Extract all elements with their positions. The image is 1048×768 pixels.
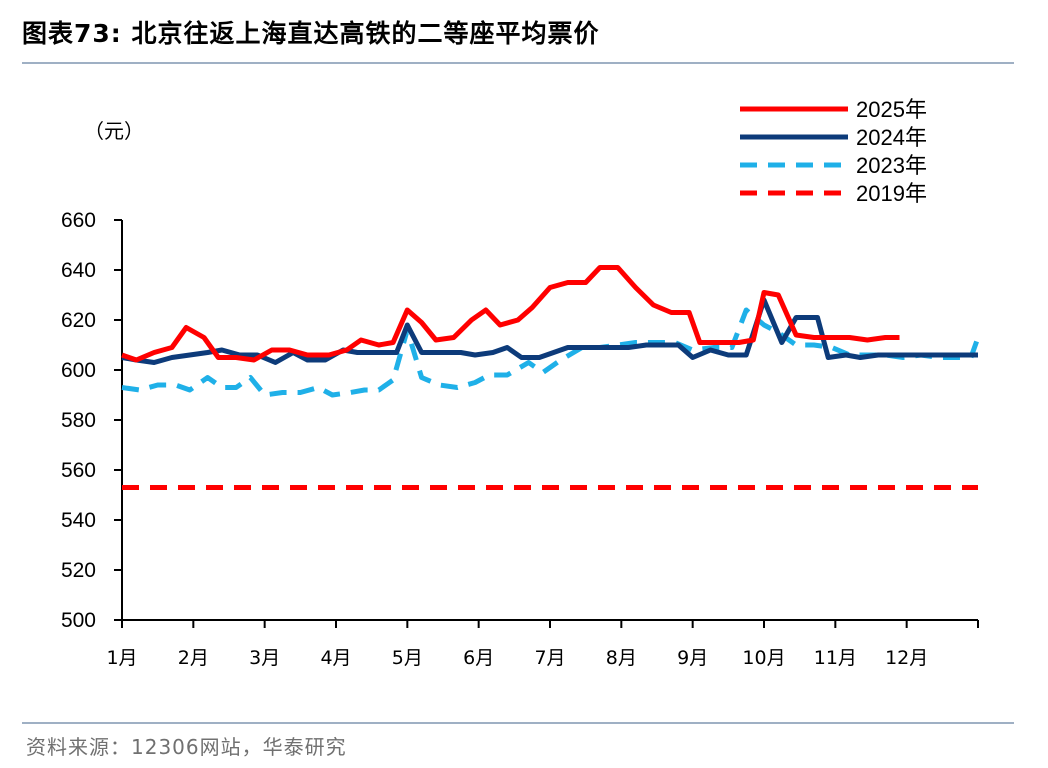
legend-label-2019: 2019年 [856,181,927,206]
series-lines [121,265,981,490]
x-tick-label: 3月 [249,647,280,669]
x-tick-label: 4月 [320,647,351,669]
x-tick-label: 12月 [885,647,928,669]
chart-title: 图表73: 北京往返上海直达高铁的二等座平均票价 [22,19,600,48]
source-note: 资料来源：12306网站，华泰研究 [26,735,347,759]
x-tick-label: 6月 [463,647,494,669]
x-tick-label: 2月 [178,647,209,669]
x-tick-label: 9月 [677,647,708,669]
y-tick-label: 600 [61,359,96,382]
legend-label-2023: 2023年 [856,153,927,178]
bottom-divider [22,722,1014,724]
top-divider [22,62,1014,64]
series-line-2023 [121,307,981,398]
axes: 500 520 540 560 580 600 620 640 660 1月 2月 3月 4月 5月 6月 7… [61,119,979,669]
y-tick-label: 540 [61,509,96,532]
legend: 2025年 2024年 2023年 2019年 [740,97,927,206]
legend-label-2025: 2025年 [856,97,927,122]
y-tick-label: 660 [61,209,96,232]
x-tick-label: 8月 [606,647,637,669]
legend-label-2024: 2024年 [856,125,927,150]
x-tick-label: 5月 [392,647,423,669]
y-tick-label: 520 [61,559,96,582]
y-axis-unit-label: （元） [84,119,144,143]
series-line-2024 [121,297,978,365]
x-tick-label: 1月 [106,647,137,669]
y-tick-label: 620 [61,309,96,332]
x-tick-label: 7月 [534,647,565,669]
y-tick-label: 640 [61,259,96,282]
y-tick-label: 580 [61,409,96,432]
y-tick-label: 560 [61,459,96,482]
x-tick-label: 11月 [814,647,857,669]
series-line-2025 [121,265,900,363]
y-tick-label: 500 [61,609,96,632]
x-tick-label: 10月 [742,647,785,669]
